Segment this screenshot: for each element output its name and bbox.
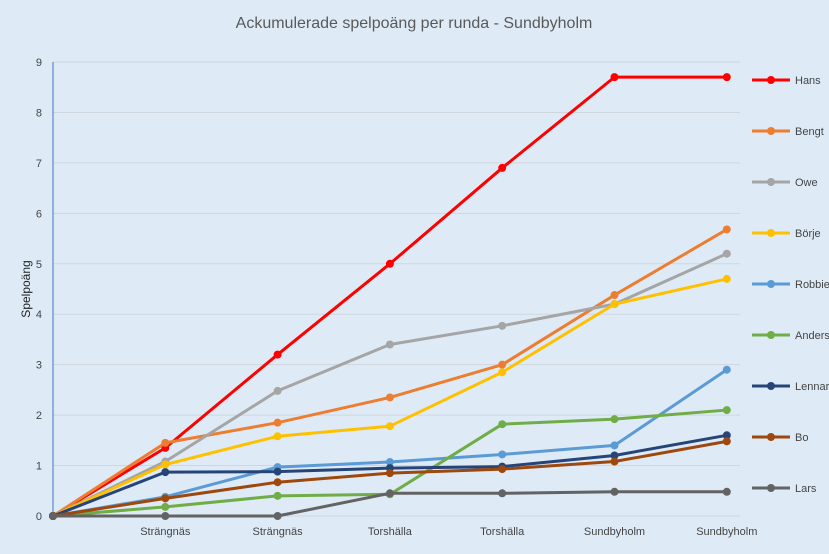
legend-marker (767, 127, 775, 135)
y-tick-label: 8 (36, 107, 42, 119)
data-point (273, 512, 282, 520)
data-point (610, 487, 619, 496)
legend-item: Robbie (752, 279, 829, 291)
chart-title: Ackumulerade spelpoäng per runda - Sundb… (236, 15, 593, 32)
data-point (273, 418, 282, 427)
data-point (498, 368, 507, 377)
data-point (49, 512, 57, 520)
data-point (610, 451, 619, 460)
legend-item: Lennart (752, 381, 829, 393)
data-point (722, 225, 731, 234)
x-tick-label: Sundbyholm (696, 526, 757, 538)
legend-item: Anders (752, 330, 829, 342)
legend-item: Lars (752, 483, 817, 495)
data-point (273, 491, 282, 500)
y-tick-label: 9 (36, 57, 42, 69)
data-point (498, 163, 507, 172)
y-tick-label: 5 (36, 259, 42, 271)
data-point (722, 431, 731, 440)
data-point (722, 437, 731, 446)
y-axis-label: Spelpoäng (19, 260, 33, 317)
legend-item: Bengt (752, 126, 824, 138)
data-point (722, 249, 731, 258)
data-point (610, 415, 619, 424)
x-tick-label: Torshälla (368, 526, 413, 538)
data-point (385, 340, 394, 349)
data-point (498, 489, 507, 498)
series-lars (49, 487, 731, 520)
legend-label: Hans (795, 75, 821, 87)
legend-marker (767, 229, 775, 237)
x-tick-label: Strängnäs (140, 526, 191, 538)
legend-marker (767, 76, 775, 84)
x-tick-label: Torshälla (480, 526, 525, 538)
data-point (722, 487, 731, 496)
data-point (498, 420, 507, 429)
data-point (385, 393, 394, 402)
data-point (610, 73, 619, 82)
legend-label: Robbie (795, 279, 829, 291)
data-point (722, 365, 731, 374)
series-owe (49, 249, 731, 520)
data-point (498, 450, 507, 459)
data-point (610, 291, 619, 300)
data-point (498, 360, 507, 369)
legend-marker (767, 382, 775, 390)
y-tick-label: 3 (36, 360, 42, 372)
data-point (161, 468, 170, 477)
legend-label: Börje (795, 228, 821, 240)
legend-label: Lennart (795, 381, 829, 393)
legend-label: Bo (795, 432, 808, 444)
y-tick-label: 0 (36, 511, 42, 523)
legend-item: Owe (752, 177, 818, 189)
legend-item: Börje (752, 228, 821, 240)
data-point (385, 469, 394, 478)
data-point (722, 274, 731, 283)
legend-label: Anders (795, 330, 829, 342)
data-point (385, 489, 394, 498)
legend-item: Hans (752, 75, 821, 87)
legend-label: Bengt (795, 126, 824, 138)
data-point (273, 467, 282, 476)
data-point (610, 441, 619, 450)
legend-marker (767, 280, 775, 288)
data-point (610, 457, 619, 466)
data-point (610, 300, 619, 309)
data-point (161, 460, 170, 469)
data-point (385, 458, 394, 467)
x-tick-label: Strängnäs (253, 526, 304, 538)
y-tick-label: 4 (36, 309, 42, 321)
data-point (273, 386, 282, 395)
data-point (498, 321, 507, 330)
data-point (498, 465, 507, 474)
data-point (161, 494, 170, 503)
legend-item: Bo (752, 432, 808, 444)
data-point (273, 478, 282, 487)
data-point (385, 259, 394, 268)
data-point (385, 422, 394, 431)
legend-label: Owe (795, 177, 818, 189)
data-point (722, 406, 731, 415)
y-tick-label: 2 (36, 410, 42, 422)
data-point (273, 432, 282, 441)
data-point (161, 438, 170, 447)
legend-label: Lars (795, 483, 817, 495)
x-tick-label: Sundbyholm (584, 526, 645, 538)
legend-marker (767, 433, 775, 441)
data-point (161, 502, 170, 511)
data-point (273, 350, 282, 359)
y-tick-label: 1 (36, 461, 42, 473)
data-point (722, 73, 731, 82)
legend-marker (767, 331, 775, 339)
y-tick-label: 6 (36, 208, 42, 220)
legend-marker (767, 484, 775, 492)
legend-marker (767, 178, 775, 186)
y-tick-label: 7 (36, 158, 42, 170)
data-point (161, 512, 170, 520)
